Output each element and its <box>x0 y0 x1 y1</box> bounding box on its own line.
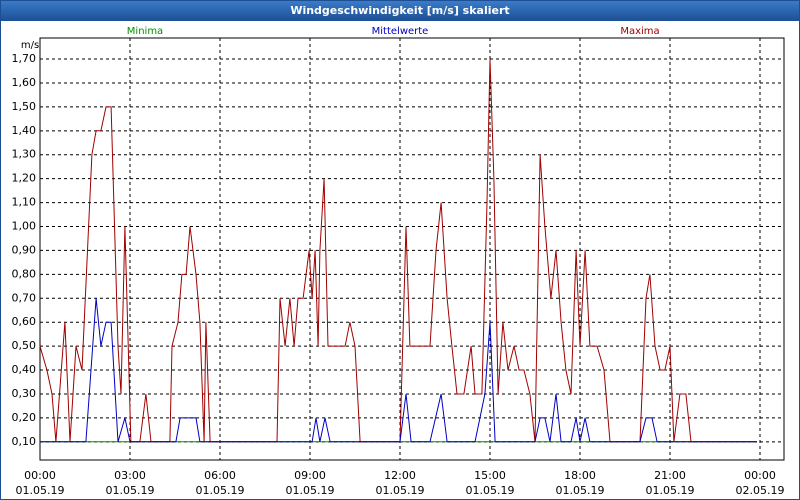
y-tick-label: 1,20 <box>12 172 37 185</box>
y-tick-label: 1,10 <box>12 196 37 209</box>
x-tick-date: 01.05.19 <box>556 484 605 497</box>
x-tick-date: 01.05.19 <box>106 484 155 497</box>
y-tick-label: 1,40 <box>12 124 37 137</box>
x-tick-date: 01.05.19 <box>376 484 425 497</box>
x-tick-label: 09:00 <box>294 469 326 482</box>
x-tick-date: 01.05.19 <box>286 484 335 497</box>
x-tick-date: 02.05.19 <box>736 484 785 497</box>
y-tick-label: 1,00 <box>12 220 37 233</box>
x-tick-label: 00:00 <box>744 469 776 482</box>
y-tick-label: 0,40 <box>12 363 37 376</box>
y-tick-label: 0,90 <box>12 243 37 256</box>
x-tick-label: 12:00 <box>384 469 416 482</box>
y-tick-label: 0,70 <box>12 291 37 304</box>
x-tick-date: 01.05.19 <box>466 484 515 497</box>
x-tick-label: 21:00 <box>654 469 686 482</box>
x-tick-label: 18:00 <box>564 469 596 482</box>
x-tick-date: 01.05.19 <box>16 484 65 497</box>
y-tick-label: 0,30 <box>12 387 37 400</box>
data-line <box>40 298 757 443</box>
x-tick-label: 03:00 <box>114 469 146 482</box>
x-tick-label: 00:00 <box>24 469 56 482</box>
legend-entry: Minima <box>127 26 163 37</box>
y-tick-label: 0,50 <box>12 339 37 352</box>
y-tick-label: 0,80 <box>12 267 37 280</box>
y-tick-label: 1,60 <box>12 76 37 89</box>
plot-frame <box>39 37 785 461</box>
y-tick-label: 0,60 <box>12 315 37 328</box>
y-tick-label: 0,10 <box>12 435 37 448</box>
x-tick-label: 06:00 <box>204 469 236 482</box>
x-tick-date: 01.05.19 <box>196 484 245 497</box>
y-tick-label: 0,20 <box>12 411 37 424</box>
chart-title: Windgeschwindigkeit [m/s] skaliert <box>290 4 509 17</box>
legend-entry: Mittelwerte <box>372 26 429 37</box>
y-tick-label: 1,70 <box>12 52 37 65</box>
x-tick-date: 01.05.19 <box>646 484 695 497</box>
x-tick-label: 15:00 <box>474 469 506 482</box>
legend-entry: Maxima <box>620 26 659 37</box>
title-bar <box>1 1 799 21</box>
y-tick-label: 1,50 <box>12 100 37 113</box>
y-tick-label: 1,30 <box>12 148 37 161</box>
y-axis-label: m/s <box>21 40 39 51</box>
